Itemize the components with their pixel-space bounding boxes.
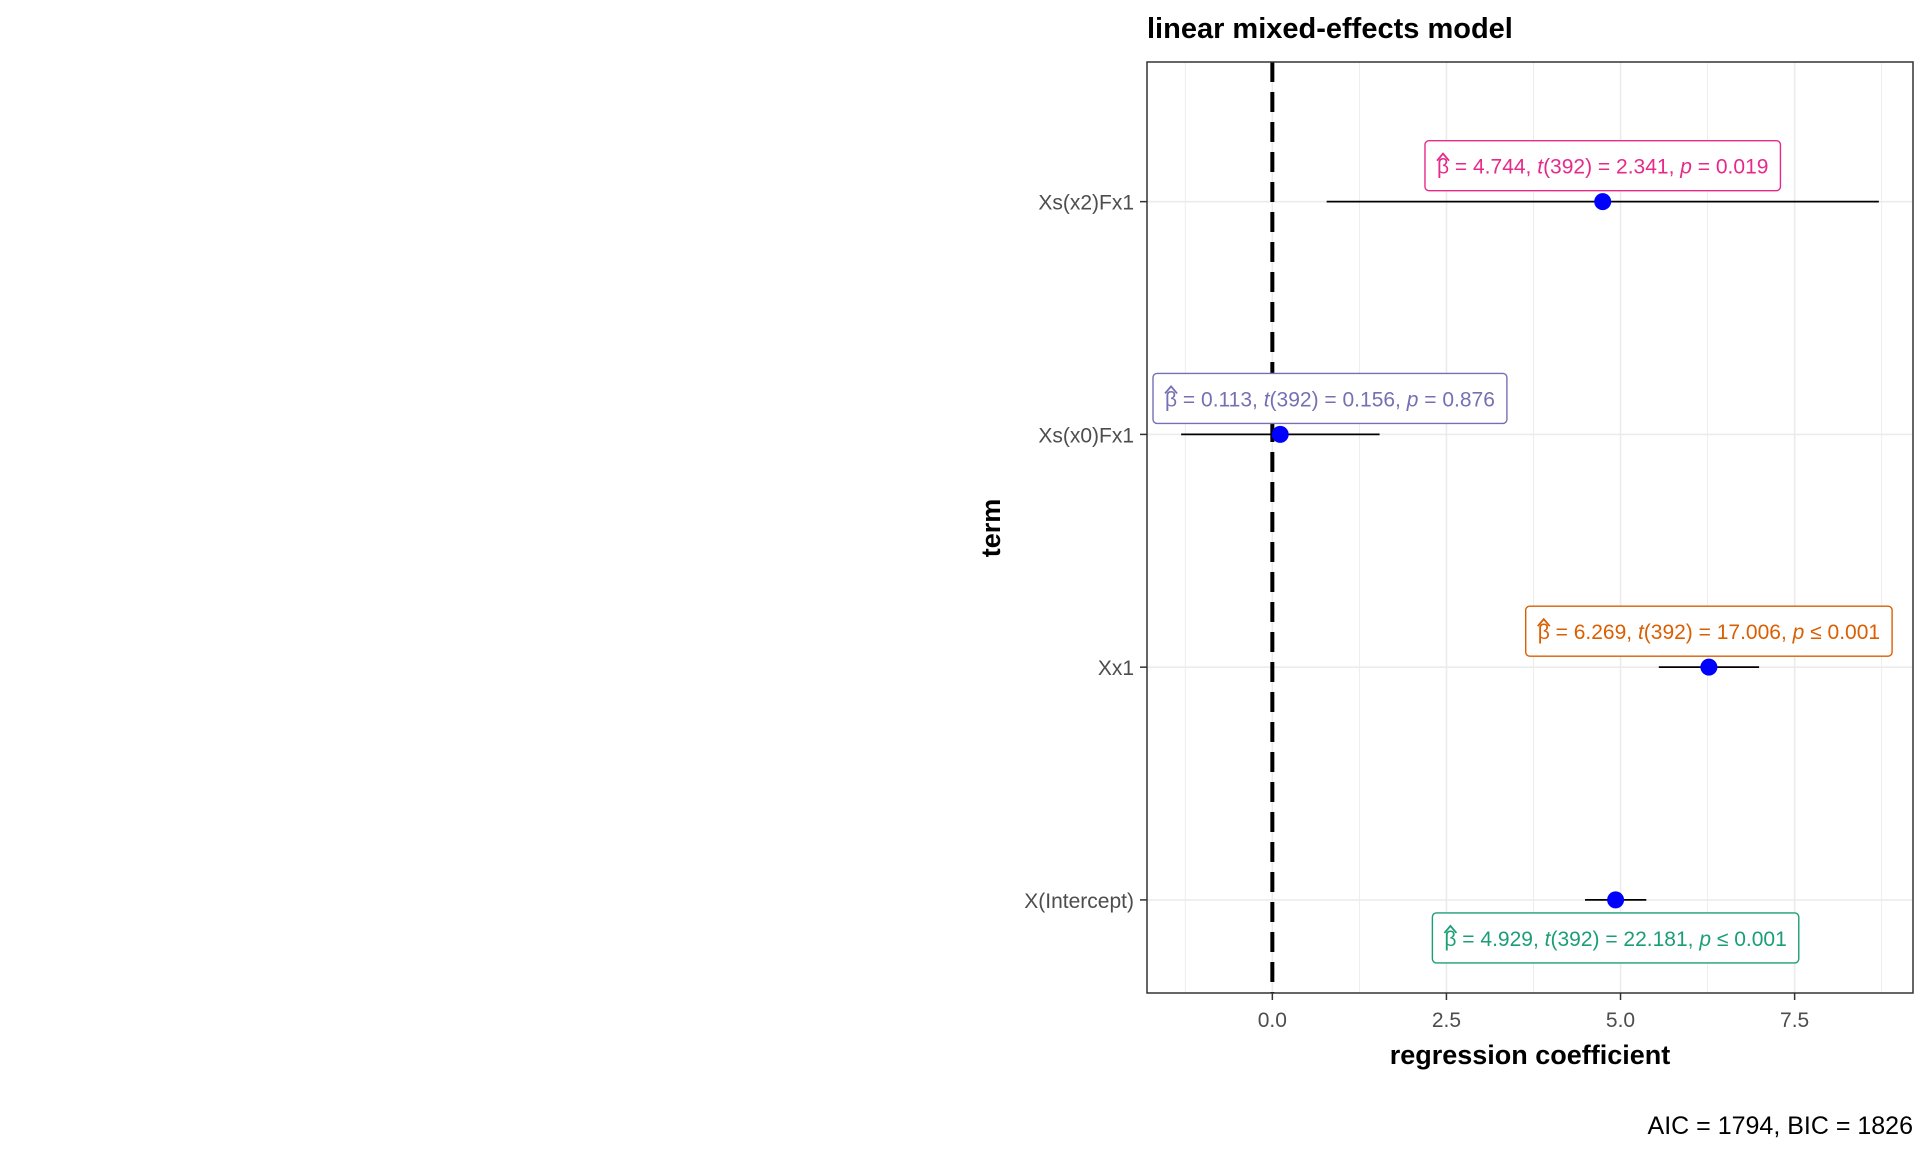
- estimate-point: [1607, 891, 1625, 909]
- label-box: [1431, 912, 1800, 964]
- y-tick-label: Xs(x0)Fx1: [1038, 424, 1134, 447]
- y-tick-label: X(Intercept): [1024, 890, 1134, 913]
- label-box: [1525, 605, 1893, 657]
- x-tick-label: 5.0: [1606, 1009, 1635, 1032]
- estimate-point: [1594, 193, 1612, 211]
- label-box: [1152, 372, 1508, 425]
- label-text: β = 0.113, t(392) = 0.156, p = 0.876: [1165, 388, 1495, 411]
- chart-title: linear mixed-effects model: [1147, 13, 1513, 45]
- estimate-label: β = 6.269, t(392) = 17.006, p ≤ 0.001: [1525, 605, 1893, 657]
- estimate-label: β = 4.929, t(392) = 22.181, p ≤ 0.001: [1431, 912, 1800, 964]
- hat-accent: [1537, 617, 1551, 627]
- chart-caption: AIC = 1794, BIC = 1826: [1648, 1112, 1913, 1140]
- hat-accent: [1443, 924, 1458, 934]
- label-text: β = 6.269, t(392) = 17.006, p ≤ 0.001: [1538, 621, 1880, 644]
- x-tick-label: 7.5: [1780, 1009, 1809, 1032]
- x-tick-label: 0.0: [1258, 1009, 1287, 1032]
- label-text: β = 4.929, t(392) = 22.181, p ≤ 0.001: [1444, 928, 1786, 951]
- x-tick-label: 2.5: [1432, 1009, 1461, 1032]
- label-box: [1424, 139, 1782, 192]
- estimate-labels: β = 4.744, t(392) = 2.341, p = 0.019 β = …: [1152, 139, 1893, 964]
- plot-panel-border: [1146, 61, 1914, 994]
- points: [1271, 193, 1718, 909]
- x-axis-ticks: 0.0 2.5 5.0 7.5: [1258, 993, 1809, 1032]
- plot-panel: [1147, 62, 1913, 993]
- hat-accent: [1164, 385, 1178, 394]
- hat-accent: [1436, 152, 1450, 162]
- label-text: β = 4.744, t(392) = 2.341, p = 0.019: [1437, 156, 1768, 179]
- y-axis-title: term: [976, 499, 1006, 558]
- estimate-point: [1700, 658, 1718, 676]
- gridlines: [1147, 62, 1913, 993]
- y-tick-label: Xx1: [1098, 657, 1134, 680]
- x-axis-title: regression coefficient: [1390, 1040, 1671, 1070]
- y-axis-ticks: Xs(x2)Fx1 Xs(x0)Fx1 Xx1 X(Intercept): [1024, 192, 1147, 913]
- estimate-point: [1271, 425, 1289, 443]
- estimate-label: β = 0.113, t(392) = 0.156, p = 0.876: [1152, 372, 1508, 425]
- y-tick-label: Xs(x2)Fx1: [1038, 192, 1134, 215]
- estimate-label: β = 4.744, t(392) = 2.341, p = 0.019: [1424, 139, 1782, 192]
